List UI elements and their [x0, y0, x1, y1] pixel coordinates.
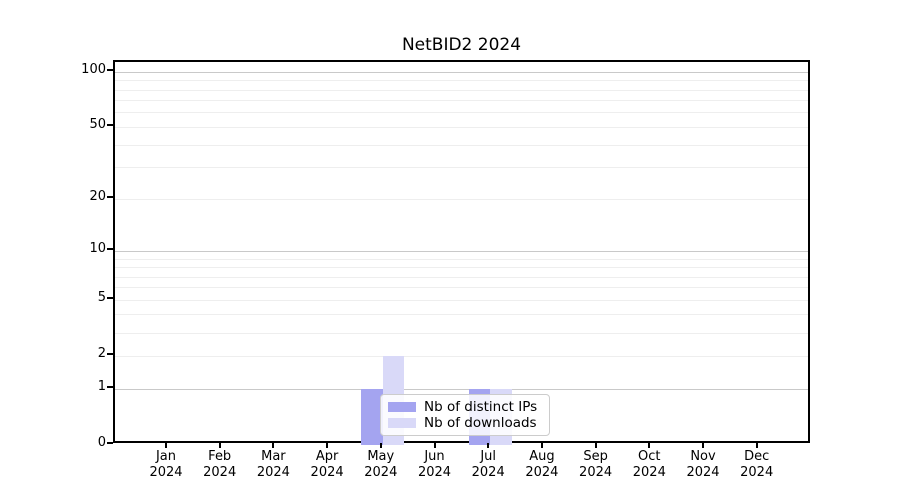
gridline-minor-40	[115, 144, 808, 146]
x-tick-mark-feb-2024	[218, 443, 221, 448]
x-tick-mark-oct-2024	[648, 443, 651, 448]
x-tick-label-sep-2024: Sep 2024	[579, 449, 613, 480]
x-tick-mark-mar-2024	[272, 443, 275, 448]
legend-swatch-downloads	[388, 418, 416, 428]
y-tick-mark-50	[107, 124, 113, 127]
y-tick-mark-10	[107, 248, 113, 251]
gridline-major-100	[115, 71, 808, 73]
legend-label-distinct-ips: Nb of distinct IPs	[424, 399, 538, 415]
x-tick-mark-jun-2024	[433, 443, 436, 448]
gridline-minor-7	[115, 276, 808, 278]
x-tick-label-may-2024: May 2024	[364, 449, 398, 480]
x-tick-label-nov-2024: Nov 2024	[686, 449, 720, 480]
x-tick-mark-aug-2024	[540, 443, 543, 448]
x-tick-label-apr-2024: Apr 2024	[310, 449, 344, 480]
x-tick-mark-jul-2024	[487, 443, 490, 448]
x-tick-label-feb-2024: Feb 2024	[203, 449, 237, 480]
y-tick-label-100: 100	[81, 62, 106, 78]
legend-item-distinct-ips: Nb of distinct IPs	[388, 399, 542, 415]
gridline-minor-30	[115, 167, 808, 169]
x-tick-label-jun-2024: Jun 2024	[417, 449, 452, 480]
plot-area: Nb of distinct IPs Nb of downloads	[113, 60, 810, 445]
gridline-minor-60	[115, 112, 808, 114]
y-tick-label-10: 10	[89, 241, 106, 257]
gridline-minor-5	[115, 299, 808, 301]
gridline-minor-8	[115, 267, 808, 268]
x-tick-label-jan-2024: Jan 2024	[149, 449, 183, 480]
x-tick-label-oct-2024: Oct 2024	[632, 449, 666, 480]
gridline-minor-2	[115, 355, 808, 357]
y-tick-label-0: 0	[97, 435, 106, 450]
legend: Nb of distinct IPs Nb of downloads	[380, 394, 550, 436]
x-tick-mark-dec-2024	[755, 443, 758, 448]
bar-layer	[115, 62, 808, 445]
y-tick-mark-20	[107, 196, 113, 199]
gridline-minor-20	[115, 198, 808, 200]
gridline-minor-3	[115, 332, 808, 334]
x-tick-mark-nov-2024	[702, 443, 704, 448]
x-tick-mark-may-2024	[379, 443, 382, 448]
x-tick-label-mar-2024: Mar 2024	[256, 449, 290, 480]
gridline-minor-50	[115, 126, 808, 128]
x-tick-label-aug-2024: Aug 2024	[525, 449, 559, 480]
gridline-major-1	[115, 388, 808, 390]
y-tick-mark-1	[107, 386, 113, 388]
legend-swatch-distinct-ips	[388, 402, 416, 412]
x-tick-mark-sep-2024	[594, 443, 597, 448]
y-tick-label-1: 1	[97, 379, 106, 394]
gridline-minor-70	[115, 100, 808, 102]
x-tick-label-dec-2024: Dec 2024	[740, 449, 774, 480]
gridline-minor-80	[115, 89, 808, 91]
y-tick-mark-5	[107, 297, 113, 300]
y-tick-label-5: 5	[97, 290, 106, 306]
x-tick-label-jul-2024: Jul 2024	[471, 449, 505, 480]
y-tick-mark-0	[107, 442, 113, 444]
legend-item-downloads: Nb of downloads	[388, 415, 542, 431]
gridline-minor-90	[115, 80, 808, 82]
grid-layer	[115, 62, 808, 441]
gridline-major-10	[115, 250, 808, 252]
y-tick-mark-2	[107, 353, 113, 356]
x-tick-mark-apr-2024	[326, 443, 329, 448]
gridline-minor-9	[115, 258, 808, 260]
y-tick-label-50: 50	[89, 117, 106, 133]
legend-label-downloads: Nb of downloads	[424, 415, 537, 431]
y-tick-label-2: 2	[97, 346, 106, 362]
y-tick-label-20: 20	[89, 189, 106, 205]
x-tick-mark-jan-2024	[165, 443, 167, 448]
gridline-minor-6	[115, 287, 808, 289]
bar-nb-of-distinct-ips-may-2024	[361, 389, 383, 445]
chart-title: NetBID2 2024	[401, 35, 522, 55]
gridline-minor-4	[115, 314, 808, 316]
y-tick-mark-100	[107, 69, 113, 72]
